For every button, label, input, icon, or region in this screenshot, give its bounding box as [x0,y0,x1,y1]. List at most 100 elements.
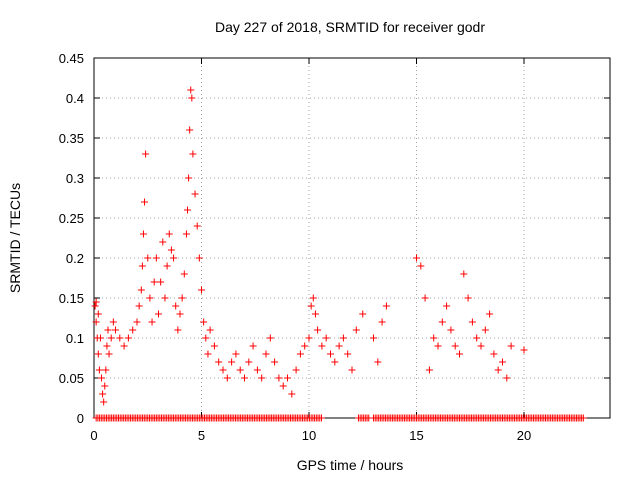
y-axis-label: SRMTID / TECUs [7,183,23,293]
data-point [481,326,489,334]
data-point [91,302,99,310]
data-point [161,294,169,302]
y-tick-label: 0.4 [66,91,84,106]
data-point [94,350,102,358]
data-point [301,342,309,350]
plot-frame [93,57,611,419]
y-tick-label: 0.45 [59,51,84,66]
data-point [95,366,103,374]
data-point [94,310,102,318]
data-point [434,342,442,350]
y-tick-label: 0.2 [66,251,84,266]
data-point [185,174,193,182]
data-point [204,350,212,358]
data-point [182,230,190,238]
data-point [189,150,197,158]
data-point [421,294,429,302]
data-point [105,350,113,358]
y-tick-label: 0.3 [66,171,84,186]
data-point [133,318,141,326]
x-tick-label: 15 [409,428,423,443]
data-point [150,278,158,286]
data-point [100,398,108,406]
data-point [146,294,154,302]
data-point [180,270,188,278]
data-point [266,334,274,342]
data-point [107,334,115,342]
data-point [430,334,438,342]
data-point [464,294,472,302]
data-point [186,126,194,134]
data-point [198,286,205,294]
data-point [232,350,240,358]
data-point [219,366,227,374]
x-tick-label: 10 [302,428,316,443]
data-point [155,310,162,318]
data-point [215,358,223,366]
data-point [195,254,203,262]
data-point [138,262,146,270]
data-point [460,270,468,278]
data-point [109,318,117,326]
data-point [96,334,104,342]
data-point [374,358,382,366]
zero-data-point [317,414,325,422]
data-point [104,326,112,334]
data-point [137,286,145,294]
data-point [141,198,149,206]
data-point [288,390,296,398]
data-point [163,262,171,270]
data-point [245,358,253,366]
data-point [228,358,236,366]
data-point [148,318,156,326]
data-point [178,294,186,302]
data-point [144,254,152,262]
y-tick-label: 0.05 [59,371,84,386]
data-point [103,342,111,350]
data-point [174,326,182,334]
data-point [200,318,208,326]
data-point [99,390,107,398]
data-point [486,310,494,318]
data-point [92,298,100,306]
data-point [98,374,106,382]
data-point [271,358,279,366]
data-point [443,302,451,310]
data-point [165,230,173,238]
y-tick-label: 0.15 [59,291,84,306]
data-point [520,346,528,354]
data-point [378,318,386,326]
data-point [193,222,201,230]
data-point [331,358,339,366]
data-point [101,382,109,390]
data-point [352,326,360,334]
data-point [370,334,377,342]
data-point [499,358,506,366]
data-point [157,278,165,286]
data-point [124,334,132,342]
data-point [503,374,511,382]
data-point [413,254,420,262]
data-point [490,350,498,358]
data-point [142,150,150,158]
data-point [120,342,128,350]
data-point [167,246,175,254]
data-point [339,334,347,342]
data-point [135,302,143,310]
data-point [279,382,287,390]
data-point [359,310,367,318]
x-axis-label: GPS time / hours [297,457,404,473]
data-point [112,326,119,334]
data-point [296,350,304,358]
data-point [348,366,356,374]
data-point [382,302,390,310]
chart-title: Day 227 of 2018, SRMTID for receiver god… [215,19,485,35]
data-point [159,238,167,246]
x-tick-label: 5 [198,428,205,443]
data-point [129,326,137,334]
data-point [210,342,218,350]
data-point [322,334,330,342]
x-tick-label: 20 [517,428,531,443]
data-point [292,366,300,374]
